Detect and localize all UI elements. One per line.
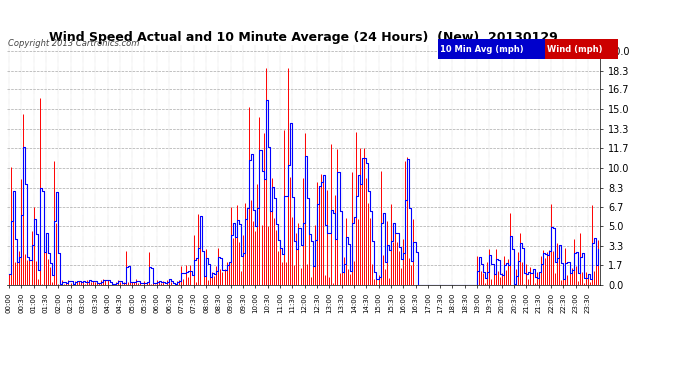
Text: 10 Min Avg (mph): 10 Min Avg (mph) <box>440 45 524 54</box>
Title: Wind Speed Actual and 10 Minute Average (24 Hours)  (New)  20130129: Wind Speed Actual and 10 Minute Average … <box>49 31 558 44</box>
Text: Wind (mph): Wind (mph) <box>547 45 602 54</box>
Text: Copyright 2013 Cartronics.com: Copyright 2013 Cartronics.com <box>8 39 139 48</box>
